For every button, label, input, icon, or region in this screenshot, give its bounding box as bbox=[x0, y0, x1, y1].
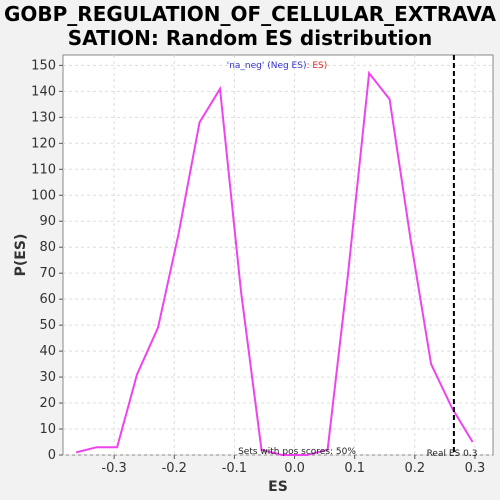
x-axis-ticks: -0.3 -0.2 -0.1 0.0 0.1 0.2 0.3 bbox=[101, 455, 485, 476]
y-tick-label: 120 bbox=[31, 136, 56, 151]
chart-title: GOBP_REGULATION_OF_CELLULAR_EXTRAVA SATI… bbox=[0, 2, 500, 50]
y-axis-ticks: 0 10 20 30 40 50 60 70 80 90 100 110 120 130 140 150 bbox=[31, 58, 63, 463]
series-line bbox=[75, 70, 474, 456]
real-es-annotation: Real ES 0.3 bbox=[427, 449, 478, 459]
y-axis-label: P(ES) bbox=[13, 234, 29, 277]
chart-title-line-1: GOBP_REGULATION_OF_CELLULAR_EXTRAVA bbox=[3, 2, 497, 26]
y-tick-label: 20 bbox=[39, 396, 56, 411]
y-tick-label: 0 bbox=[48, 448, 56, 463]
x-tick-label: 0.2 bbox=[404, 461, 425, 476]
y-tick-label: 90 bbox=[39, 214, 56, 229]
y-tick-label: 110 bbox=[31, 162, 56, 177]
y-tick-label: 140 bbox=[31, 84, 56, 99]
y-tick-label: 60 bbox=[39, 292, 56, 307]
legend-label: 'na_neg' (Neg ES): ES) bbox=[227, 61, 328, 71]
y-tick-label: 50 bbox=[39, 318, 56, 333]
legend-label-pos: : ES) bbox=[306, 61, 327, 71]
legend-label-neg: 'na_neg' (Neg ES) bbox=[227, 61, 307, 71]
x-tick-label: 0.0 bbox=[284, 461, 305, 476]
y-tick-label: 80 bbox=[39, 240, 56, 255]
x-tick-label: -0.3 bbox=[101, 461, 126, 476]
x-axis-label: ES bbox=[268, 479, 288, 495]
x-tick-label: -0.1 bbox=[222, 461, 247, 476]
grid bbox=[63, 55, 493, 456]
x-tick-label: 0.1 bbox=[344, 461, 365, 476]
plot-area bbox=[62, 54, 494, 456]
y-tick-label: 150 bbox=[31, 58, 56, 73]
x-tick-label: -0.2 bbox=[162, 461, 187, 476]
y-tick-label: 30 bbox=[39, 370, 56, 385]
pos-scores-annotation: Sets with pos scores: 50% bbox=[238, 447, 356, 457]
y-tick-label: 130 bbox=[31, 110, 56, 125]
x-tick-label: 0.3 bbox=[465, 461, 486, 476]
y-tick-label: 40 bbox=[39, 344, 56, 359]
y-tick-label: 100 bbox=[31, 188, 56, 203]
y-tick-label: 10 bbox=[39, 422, 56, 437]
y-tick-label: 70 bbox=[39, 266, 56, 281]
chart-title-line-2: SATION: Random ES distribution bbox=[67, 26, 433, 50]
